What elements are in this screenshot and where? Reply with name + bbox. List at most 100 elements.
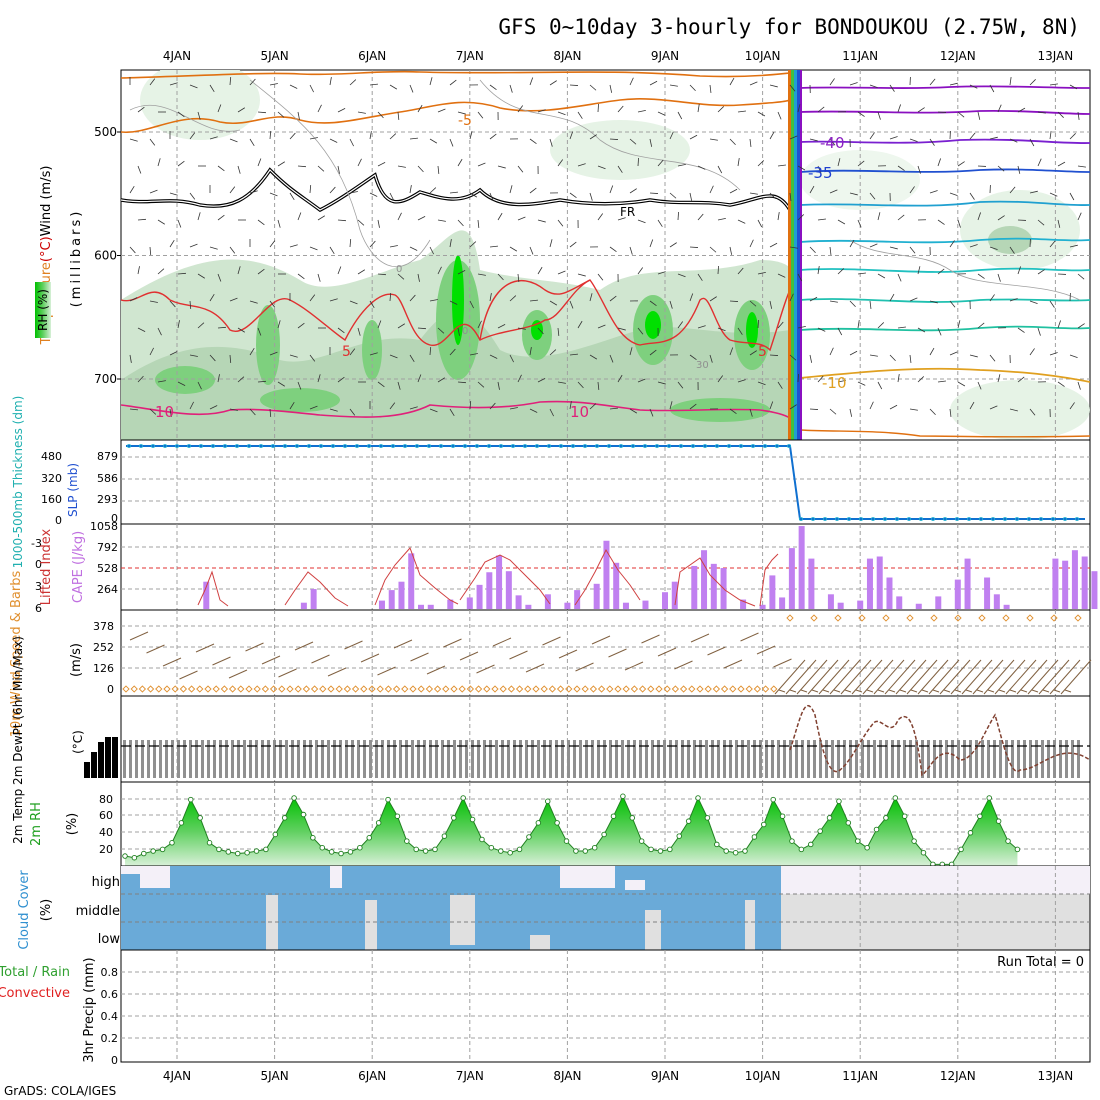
y-tick-label-right: 293 [97,493,118,506]
rh2m-points [122,793,1021,868]
wind-barb [789,404,797,410]
wind-speed-marker [491,685,499,693]
wind-barb [1037,219,1045,226]
wind-barb [669,192,677,199]
wind-barb [797,373,799,383]
temp-range-bar [621,740,624,778]
temp-range-bar [993,740,996,778]
wind-barb [829,408,837,415]
wind-barb-flag [1042,689,1050,693]
temp-range-bar [1053,740,1056,778]
temp-range-bar [195,740,198,778]
rh-point [375,820,382,826]
wind-barb [157,268,165,275]
wind-barb [457,158,463,167]
wind-barb [369,83,378,86]
wind-barb [689,354,697,361]
cloud-gap [560,866,615,888]
wind-barb-flag [965,689,973,693]
wind-barb [972,659,1004,695]
wind-barb [297,322,305,329]
slp-marker [450,443,455,448]
cloud-cover-bars [121,866,781,950]
wind-barb [789,135,798,140]
wind-barb [957,111,965,118]
temp-contour-right [799,429,1090,438]
wind-barb [950,659,982,695]
wind-barb [797,214,805,221]
wind-speed-marker [638,685,647,693]
rh-point [479,836,485,843]
wind-speed-marker [360,685,368,693]
wind-barb [337,266,342,275]
wind-barb [939,659,971,695]
wind-barb [1029,408,1036,416]
wind-barb [457,381,467,384]
precip-ylabel: 3hr Precip (mm) [82,957,97,1062]
y-tick-label-right: 792 [97,541,118,554]
wind-speed-marker [401,685,409,693]
rh-point [159,846,166,853]
temp-contour-right [799,200,1090,207]
wind-barb [609,295,617,302]
temp-range-bar [789,740,792,778]
wind-barb [489,354,498,359]
wind-barb [740,632,759,642]
cape-bar [691,565,698,609]
wind-barb [577,273,586,277]
wind-barb [257,219,265,226]
wind-barb [369,352,378,356]
wind-barb [409,406,418,410]
wind-barb [417,374,422,383]
temp-range-bar [903,740,906,778]
rh-point [667,846,673,853]
slp-marker [474,443,479,448]
wind-barb [417,273,420,282]
slp-marker [174,443,179,448]
wind-barb [769,401,774,410]
temp-range-bar [831,740,834,778]
temp-range-bar [861,740,864,778]
rh-point [169,840,175,846]
temp-range-bar [933,740,936,778]
wind-barb [629,138,637,145]
slp-marker [871,517,876,522]
wind-barb [297,273,305,280]
slp-marker [943,517,948,522]
wind-barb [349,300,358,305]
wind-barb [797,273,803,282]
ylabel-precip: 3hr Precip (mm) [82,957,97,1062]
wind-barb [209,84,215,92]
wind-barb [849,300,856,308]
cape-bar [603,540,610,609]
wind-speed-marker [761,685,770,693]
bottom-date-label: 7JAN [456,1069,484,1083]
freezing-level-inner [121,169,791,211]
rh-point [770,796,776,803]
wind-barb [537,109,546,113]
temp-range-bar [549,740,552,778]
slp-marker [127,443,132,448]
rh-contour [129,104,241,132]
wind-barb [229,354,232,364]
wind-barb [289,402,295,410]
wind-barb-flag [899,689,907,693]
rh-point [620,793,626,800]
wind-speed-marker [327,685,335,693]
wind-speed-marker [810,614,818,622]
temp-range-bar [855,740,858,778]
transition-band [788,70,791,440]
rh-point [901,813,908,819]
rh-point [441,833,448,839]
temp-range-bar [879,740,882,778]
slp-marker [751,443,756,448]
cape-bar [525,604,532,609]
wind10m-panel: 378 252 126 0 10m Wind Speed & Barbs (m/s) [9,571,1092,737]
wind-barb [337,165,340,174]
rh-core [746,312,758,348]
slp-marker [150,443,155,448]
wind-barb-flag [954,689,962,693]
wind-barb [257,158,262,167]
rh-area [550,120,690,180]
